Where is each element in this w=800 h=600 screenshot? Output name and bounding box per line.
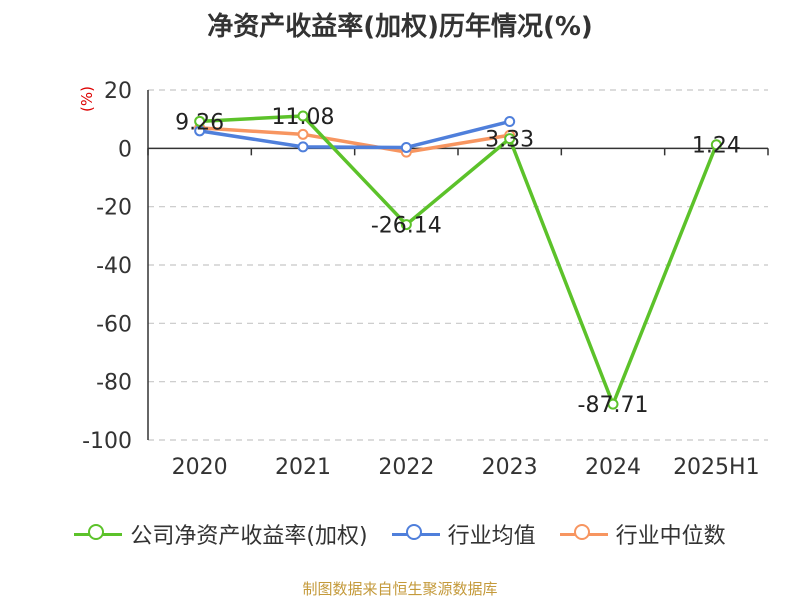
legend-label-company-roe: 公司净资产收益率(加权) xyxy=(130,524,368,549)
y-tick-label: 20 xyxy=(104,79,132,104)
legend-label-industry-mean: 行业均值 xyxy=(447,524,536,549)
data-point xyxy=(504,133,516,145)
data-labels: 9.26 11.08 -26.14 3.33 -87.71 1.24 xyxy=(175,105,741,418)
y-tick-label: -40 xyxy=(96,254,132,279)
legend-swatch-company-roe xyxy=(74,522,123,546)
data-point xyxy=(400,219,412,231)
y-tick-label: -60 xyxy=(96,312,132,337)
data-label: 11.08 xyxy=(272,105,335,130)
grid-lines xyxy=(148,89,768,441)
axes: 20 0 -20 -40 -60 -80 -100 2020 2021 2022 2023 2024 2… xyxy=(82,79,769,480)
series-line-1 xyxy=(199,119,511,150)
data-point xyxy=(710,139,722,151)
legend: 公司净资产收益率(加权) 行业均值 行业中位数 xyxy=(0,518,800,550)
x-tick-label: 2020 xyxy=(172,455,228,480)
y-tick-label: -80 xyxy=(96,371,132,396)
data-label: -26.14 xyxy=(371,214,442,239)
legend-label-industry-median: 行业中位数 xyxy=(615,524,726,549)
y-tick-label: 0 xyxy=(118,137,132,162)
x-tick-label: 2025H1 xyxy=(673,455,760,480)
data-point xyxy=(194,115,206,127)
data-label: 1.24 xyxy=(692,134,741,159)
data-point xyxy=(297,110,309,122)
data-point xyxy=(400,141,412,153)
legend-swatch-industry-median xyxy=(559,522,608,546)
data-label: -87.71 xyxy=(578,393,649,418)
source-note: 制图数据来自恒生聚源数据库 xyxy=(302,580,498,598)
series-lines xyxy=(194,110,722,410)
legend-item-industry-mean[interactable]: 行业均值 xyxy=(391,518,536,550)
legend-swatch-industry-mean xyxy=(391,522,440,546)
data-point xyxy=(297,141,309,153)
series-line-2 xyxy=(199,126,510,154)
data-point xyxy=(297,128,309,140)
data-label: 3.33 xyxy=(485,128,534,153)
x-tick-label: 2024 xyxy=(585,455,641,480)
chart-title: 净资产收益率(加权)历年情况(%) xyxy=(207,12,593,42)
y-tick-label: -20 xyxy=(96,196,132,221)
x-tick-label: 2023 xyxy=(482,455,538,480)
legend-item-industry-median[interactable]: 行业中位数 xyxy=(559,518,726,550)
data-point xyxy=(607,398,619,410)
y-tick-label: -100 xyxy=(82,429,132,454)
series-line-0 xyxy=(199,114,718,406)
x-tick-label: 2021 xyxy=(275,455,331,480)
x-tick-label: 2022 xyxy=(378,455,434,480)
y-axis-label: (%) xyxy=(78,86,96,112)
data-point xyxy=(504,116,516,127)
legend-item-company-roe[interactable]: 公司净资产收益率(加权) xyxy=(74,518,368,550)
data-label: 9.26 xyxy=(175,110,224,135)
